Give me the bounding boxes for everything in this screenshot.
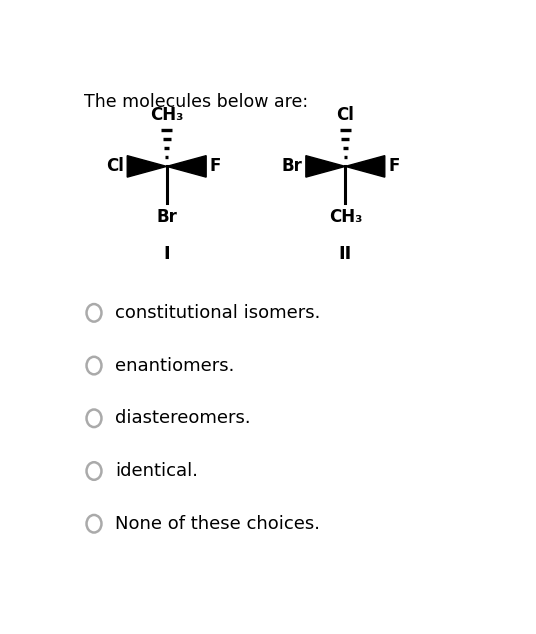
Text: Br: Br (281, 157, 302, 176)
Text: diastereomers.: diastereomers. (115, 410, 250, 427)
Polygon shape (127, 156, 167, 177)
Polygon shape (345, 156, 385, 177)
Text: Br: Br (157, 208, 177, 226)
Text: Cl: Cl (106, 157, 124, 176)
Text: F: F (210, 157, 221, 176)
Polygon shape (306, 156, 345, 177)
Text: enantiomers.: enantiomers. (115, 356, 234, 375)
Text: None of these choices.: None of these choices. (115, 515, 320, 533)
Text: Cl: Cl (337, 106, 354, 124)
Text: I: I (163, 245, 170, 262)
Text: identical.: identical. (115, 462, 198, 480)
Text: CH₃: CH₃ (329, 208, 362, 226)
Text: CH₃: CH₃ (150, 106, 183, 124)
Text: The molecules below are:: The molecules below are: (84, 93, 308, 111)
Text: F: F (388, 157, 399, 176)
Text: constitutional isomers.: constitutional isomers. (115, 304, 320, 322)
Text: II: II (339, 245, 352, 262)
Polygon shape (167, 156, 206, 177)
